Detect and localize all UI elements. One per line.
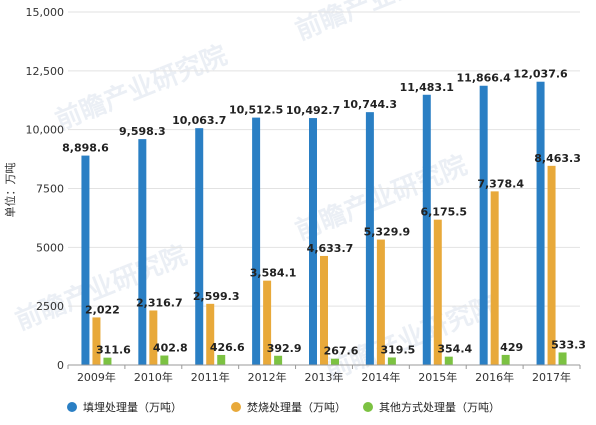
y-tick-label-1: 2500 xyxy=(36,300,64,313)
bars xyxy=(81,81,567,366)
legend-label-2: 其他方式处理量（万吨） xyxy=(379,400,500,414)
y-tick-label-6: 15,000 xyxy=(26,6,65,19)
bar-0-0 xyxy=(81,155,90,365)
bar-2-2 xyxy=(217,354,226,365)
data-labels: 8,898.6 2,022 311.6 9,598.3 2,316.7 402.8 10,0… xyxy=(62,68,586,358)
data-label-2-3: 392.9 xyxy=(267,342,302,355)
data-label-0-2: 10,063.7 xyxy=(172,114,226,127)
legend-marker-0 xyxy=(67,402,77,412)
y-tick-label-2: 5000 xyxy=(36,241,64,254)
bar-2-0 xyxy=(103,357,112,365)
data-label-1-1: 2,316.7 xyxy=(136,296,183,309)
bar-2-8 xyxy=(558,352,567,365)
data-label-0-5: 10,744.3 xyxy=(343,98,397,111)
bar-0-2 xyxy=(195,128,204,365)
data-label-0-6: 11,483.1 xyxy=(400,81,454,94)
bar-1-2 xyxy=(206,303,215,365)
bar-2-3 xyxy=(274,355,283,365)
bar-1-7 xyxy=(490,191,499,365)
data-label-1-5: 5,329.9 xyxy=(364,226,411,239)
legend: 填埋处理量（万吨） 焚烧处理量（万吨） 其他方式处理量（万吨） xyxy=(67,400,500,414)
legend-marker-2 xyxy=(363,402,373,412)
x-axis: 2009年 2010年 2011年 2012年 2013年 2014年 2015年 2016年… xyxy=(67,364,581,384)
bar-0-8 xyxy=(536,81,545,365)
data-label-1-8: 8,463.3 xyxy=(534,152,581,165)
y-tick-label-5: 12,500 xyxy=(26,65,65,78)
bar-1-0 xyxy=(92,317,101,365)
data-label-2-6: 354.4 xyxy=(437,343,472,356)
data-label-0-8: 12,037.6 xyxy=(513,68,568,81)
x-tick-label-2: 2011年 xyxy=(191,370,230,384)
legend-marker-1 xyxy=(231,402,241,412)
x-tick-label-3: 2012年 xyxy=(248,370,287,384)
y-tick-label-4: 10,000 xyxy=(26,124,65,137)
data-label-1-0: 2,022 xyxy=(85,303,120,316)
bar-0-3 xyxy=(252,117,261,365)
y-tick-label-3: 7500 xyxy=(36,183,64,196)
bar-2-7 xyxy=(501,354,510,365)
x-tick-label-7: 2016年 xyxy=(475,370,514,384)
x-tick-label-1: 2010年 xyxy=(134,370,173,384)
data-label-1-4: 4,633.7 xyxy=(307,242,354,255)
bar-1-8 xyxy=(547,165,556,365)
x-tick-label-4: 2013年 xyxy=(305,370,344,384)
data-label-1-3: 3,584.1 xyxy=(250,267,297,280)
data-label-2-1: 402.8 xyxy=(153,342,188,355)
bar-1-3 xyxy=(263,280,272,365)
data-label-0-0: 8,898.6 xyxy=(62,142,109,155)
legend-label-0: 填埋处理量（万吨） xyxy=(83,400,182,414)
data-label-0-7: 11,866.4 xyxy=(457,72,512,85)
data-label-2-4: 267.6 xyxy=(324,345,359,358)
bar-2-4 xyxy=(331,358,339,365)
watermark-text-1: 前瞻产业研究院 xyxy=(291,0,471,46)
bar-2-6 xyxy=(444,356,453,365)
y-axis-label: 单位：万吨 xyxy=(3,163,17,218)
data-label-1-6: 6,175.5 xyxy=(420,206,467,219)
bar-1-5 xyxy=(376,239,385,365)
bar-1-4 xyxy=(320,255,328,365)
data-label-1-2: 2,599.3 xyxy=(193,290,240,303)
data-label-0-3: 10,512.5 xyxy=(229,104,283,117)
y-tick-label-0: 0 xyxy=(57,359,64,372)
bar-1-1 xyxy=(149,310,158,365)
bar-0-1 xyxy=(138,139,147,365)
x-tick-label-8: 2017年 xyxy=(532,370,571,384)
bar-0-4 xyxy=(309,118,317,365)
x-tick-label-6: 2015年 xyxy=(418,370,457,384)
data-label-0-1: 9,598.3 xyxy=(119,125,166,138)
bar-0-6 xyxy=(422,94,431,366)
data-label-2-8: 533.3 xyxy=(551,338,586,351)
legend-label-1: 焚烧处理量（万吨） xyxy=(247,401,346,414)
bar-0-7 xyxy=(479,85,488,366)
bar-1-6 xyxy=(433,219,442,365)
data-label-2-7: 429 xyxy=(500,341,523,354)
data-label-0-4: 10,492.7 xyxy=(286,104,340,117)
data-label-2-0: 311.6 xyxy=(96,344,131,357)
x-tick-label-0: 2009年 xyxy=(77,370,116,384)
data-label-1-7: 7,378.4 xyxy=(477,177,524,190)
data-label-2-2: 426.6 xyxy=(210,341,245,354)
x-tick-label-5: 2014年 xyxy=(361,370,400,384)
bar-2-1 xyxy=(160,355,169,365)
bar-2-5 xyxy=(387,357,396,365)
data-label-2-5: 319.5 xyxy=(380,343,415,356)
y-axis: 0 2500 5000 7500 10,000 12,500 15,000 xyxy=(26,6,65,372)
bar-0-5 xyxy=(365,112,374,365)
